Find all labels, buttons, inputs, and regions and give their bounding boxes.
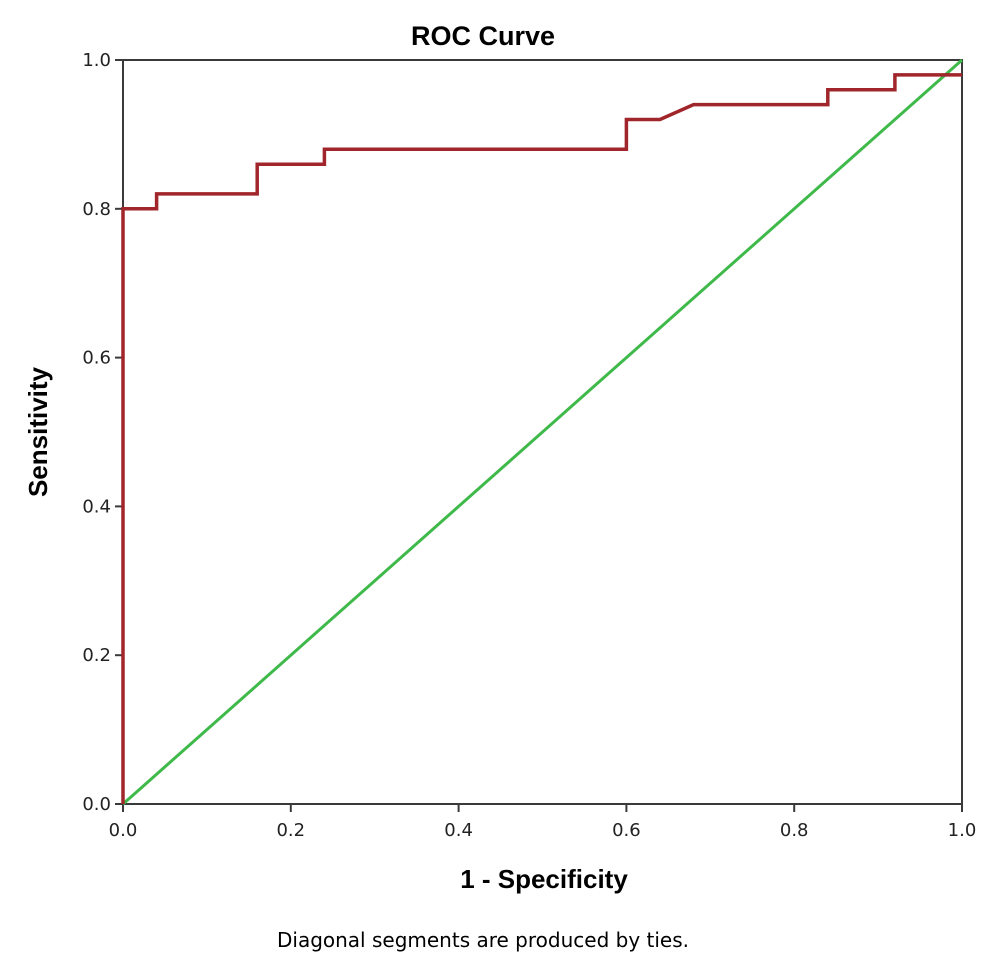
reference-diagonal-line	[122, 58, 963, 806]
x-tick-label: 0.2	[276, 820, 305, 841]
y-tick-label: 1.0	[82, 50, 111, 71]
x-tick-label: 0.6	[612, 820, 641, 841]
y-tick-label: 0.4	[82, 496, 111, 517]
y-tick-label: 0.2	[82, 645, 111, 666]
y-tick-label: 0.0	[82, 794, 111, 815]
chart-footnote: Diagonal segments are produced by ties.	[277, 928, 689, 952]
y-tick-label: 0.6	[82, 348, 111, 369]
chart-title: ROC Curve	[411, 21, 555, 51]
plot-area: 0.0 0.2 0.4 0.6 0.8 1.0 0.0 0.2 0.4 0.6 0.8 1.0	[82, 50, 976, 841]
x-tick-label: 0.8	[780, 820, 809, 841]
x-tick-label: 0.4	[444, 820, 473, 841]
x-tick-label: 0.0	[109, 820, 138, 841]
x-axis-label: 1 - Specificity	[460, 864, 628, 894]
x-tick-label: 1.0	[948, 820, 977, 841]
y-tick-label: 0.8	[82, 199, 111, 220]
roc-curve-line	[121, 73, 962, 804]
y-axis-label: Sensitivity	[23, 366, 53, 497]
